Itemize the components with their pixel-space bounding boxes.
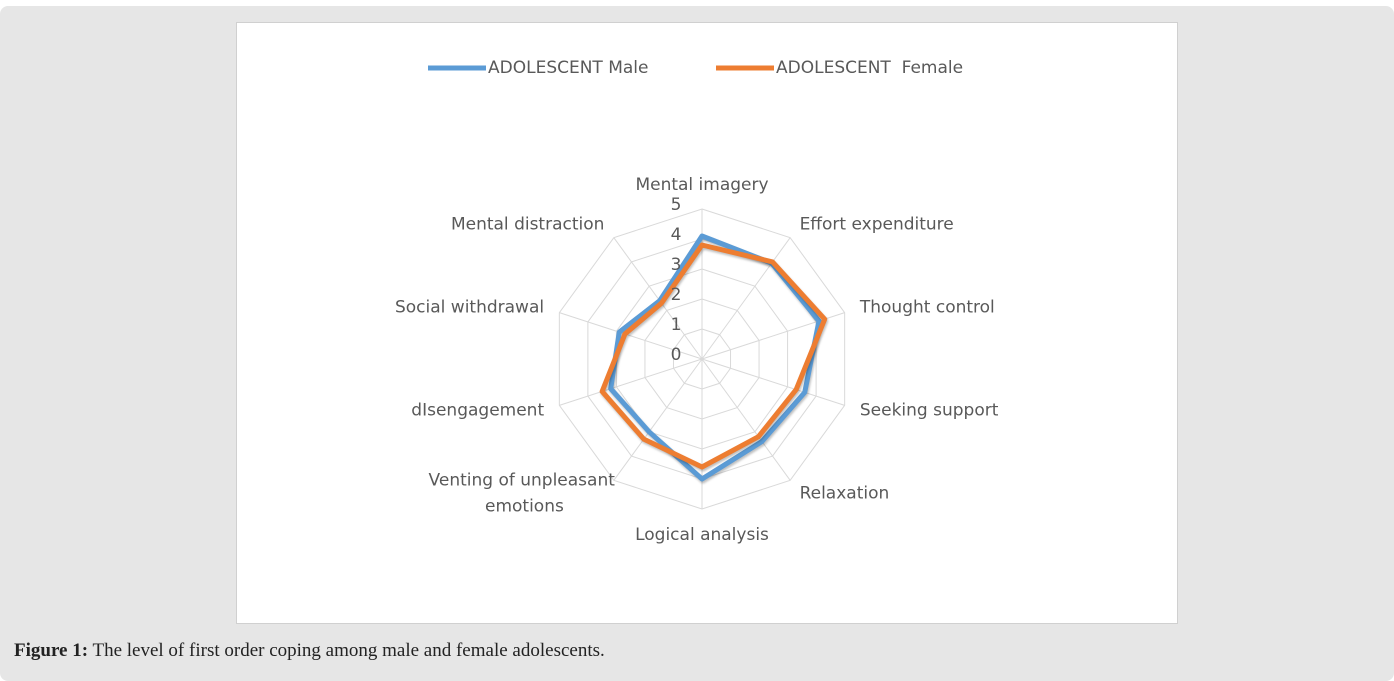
spoke (701, 358, 845, 406)
category-label: dIsengagement (411, 400, 544, 420)
r-tick-label: 5 (671, 195, 682, 215)
series-line (599, 242, 828, 470)
chart-box (236, 22, 1178, 624)
r-tick-label: 2 (671, 285, 682, 305)
caption-label: Figure 1: (14, 640, 89, 661)
spoke (559, 312, 703, 360)
spoke (613, 237, 703, 360)
spoke (559, 358, 703, 406)
category-label: Mental imagery (635, 175, 768, 195)
r-tick-label: 1 (671, 315, 682, 335)
r-tick-label: 4 (671, 225, 682, 245)
legend-label: ADOLESCENT Female (776, 58, 963, 78)
spoke (701, 237, 791, 360)
category-label: Thought control (859, 298, 995, 318)
series-line (608, 233, 822, 482)
category-label: Social withdrawal (395, 298, 544, 318)
category-label: Venting of unpleasant emotions (429, 470, 621, 516)
figure-panel: Figure 1: The level of first order copin… (0, 6, 1394, 681)
spoke (613, 358, 703, 481)
caption-text: The level of first order coping among ma… (88, 640, 605, 661)
spoke (701, 358, 791, 481)
category-label: Effort expenditure (800, 215, 954, 235)
category-label: Mental distraction (451, 215, 604, 235)
r-tick-label: 0 (671, 345, 682, 365)
legend-label: ADOLESCENT Male (488, 58, 649, 78)
category-label: Relaxation (800, 483, 890, 503)
category-label: Seeking support (860, 400, 999, 420)
r-tick-label: 3 (671, 255, 682, 275)
category-label: Logical analysis (635, 525, 769, 545)
caption: Figure 1: The level of first order copin… (14, 640, 605, 662)
